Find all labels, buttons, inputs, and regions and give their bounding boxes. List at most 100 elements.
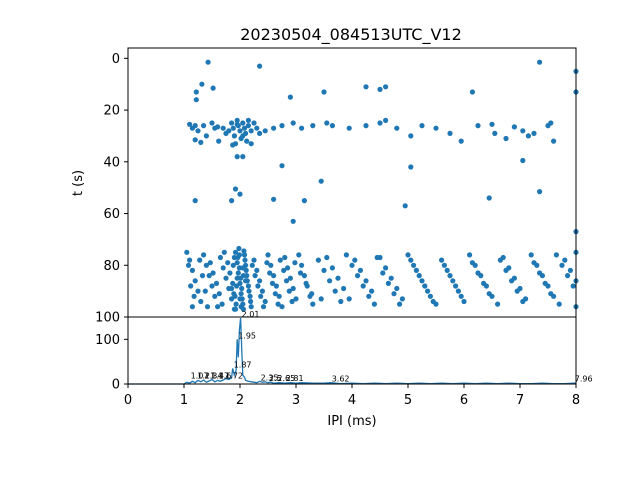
scatter-point [450,278,456,284]
scatter-point [193,89,199,95]
scatter-point [287,275,293,281]
scatter-y-tick-label: 0 [112,52,120,67]
scatter-point [279,123,285,129]
histogram-x-tick-label: 5 [404,393,412,408]
scatter-point [237,191,243,197]
scatter-point [309,291,315,297]
scatter-point [254,125,260,131]
scatter-point [503,267,509,273]
scatter-point [303,280,309,286]
scatter-point [427,293,433,299]
scatter-point [195,288,201,294]
histogram-x-label: IPI (ms) [327,414,376,429]
scatter-point [520,298,526,305]
scatter-point [380,270,386,276]
scatter-point [293,296,299,302]
scatter-point [377,86,383,92]
scatter-point [248,298,254,305]
scatter-point [271,196,277,202]
scatter-point [221,249,227,255]
scatter-point [276,293,282,299]
scatter-point [271,125,277,131]
peak-label: 1.07 [191,372,209,381]
scatter-point [374,254,380,261]
scatter-point [230,142,236,148]
histogram-y-tick-label: 100 [95,333,120,348]
scatter-point [360,283,366,289]
scatter-point [562,257,568,263]
scatter-point [441,262,447,268]
scatter-point [184,249,190,255]
scatter-point [408,164,414,170]
scatter-point [321,89,327,95]
scatter-point [486,291,492,297]
scatter-y-tick-label: 80 [103,259,120,274]
peak-label: 7.96 [575,375,593,384]
scatter-point [204,304,211,310]
scatter-point [262,298,268,305]
scatter-point [226,128,232,134]
scatter-point [408,133,414,139]
scatter-point [397,301,403,307]
scatter-point [272,291,278,297]
scatter-point [245,117,251,123]
scatter-point [216,291,222,297]
scatter-point [447,273,453,279]
scatter-point [285,265,291,271]
scatter-point [433,125,439,131]
scatter-point [248,304,254,310]
scatter-point [531,260,537,266]
scatter-point [503,135,509,142]
peak-label: 3.62 [332,375,350,384]
scatter-point [215,304,221,310]
scatter-point [399,296,405,302]
scatter-point [377,120,383,126]
scatter-point [229,120,235,126]
scatter-point [335,275,341,281]
scatter-point [238,291,244,297]
scatter-point [229,285,235,292]
scatter-point [279,163,285,169]
scatter-point [268,262,274,268]
scatter-y-ticks: 0 20 40 60 80 100 [95,52,128,326]
scatter-point [290,218,296,224]
scatter-point [265,252,271,258]
scatter-point [198,139,204,145]
scatter-point [489,121,495,127]
histogram-x-tick-label: 1 [180,393,188,408]
peak-label: 2.35 [261,373,279,382]
scatter-point [210,85,216,91]
scatter-point [229,198,235,204]
scatter-point [201,123,207,129]
scatter-point [231,133,237,139]
scatter-point [497,257,503,263]
scatter-point [277,257,283,263]
scatter-point [192,123,198,129]
scatter-point [243,278,249,284]
scatter-point [458,138,464,144]
scatter-y-label: t (s) [71,170,86,196]
scatter-point [273,283,279,289]
scatter-point [232,306,239,312]
scatter-point [332,288,338,294]
peak-label: 2.81 [286,374,304,383]
scatter-point [346,296,352,302]
scatter-point [197,257,203,263]
scatter-point [232,249,239,255]
scatter-point [366,293,372,299]
scatter-point [231,254,237,261]
scatter-point [192,137,198,143]
scatter-y-tick-label: 40 [103,155,120,170]
peak-label: 1.87 [234,360,252,369]
scatter-y-tick-label: 60 [103,207,120,222]
scatter-point [232,293,238,299]
scatter-point [236,252,242,258]
scatter-point [329,123,335,129]
histogram-x-tick-label: 8 [572,393,580,408]
scatter-point [528,252,534,258]
scatter-point [559,262,565,268]
scatter-point [235,270,241,276]
scatter-point [240,273,246,279]
scatter-point [262,128,268,134]
scatter-point [310,123,316,129]
